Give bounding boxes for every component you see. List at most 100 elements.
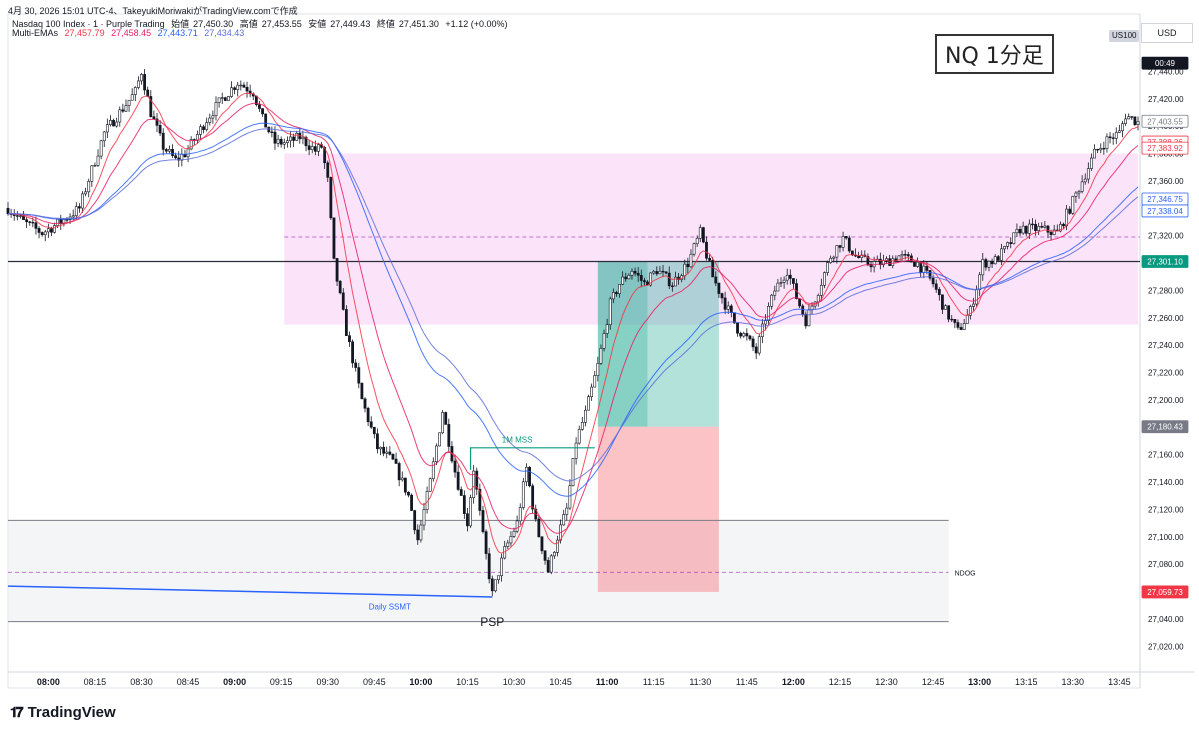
price-label-fill-green: 27,301.10 <box>1141 255 1189 268</box>
candle-body <box>649 272 653 286</box>
candle-body <box>43 231 47 236</box>
candle-body <box>698 227 702 239</box>
candle-body <box>1065 208 1068 227</box>
time-tick-label: 09:30 <box>316 677 339 687</box>
candle-body <box>469 497 472 527</box>
candle-body <box>112 119 115 127</box>
price-tick-label: 27,040.00 <box>1148 615 1184 624</box>
candle-body <box>78 206 81 209</box>
candle-body <box>1006 242 1010 247</box>
candle-body <box>518 507 522 522</box>
candle-body <box>745 333 749 337</box>
candle-body <box>869 263 873 268</box>
close-label: 終値 <box>376 19 395 29</box>
candle-body <box>950 318 954 321</box>
price-tick-label: 27,440.00 <box>1148 67 1184 76</box>
candle-body <box>183 154 187 158</box>
candle-body <box>382 446 386 454</box>
candle-body <box>729 305 733 313</box>
candle-body <box>233 87 237 90</box>
candle-body <box>587 396 590 411</box>
price-tick-label: 27,320.00 <box>1148 232 1184 241</box>
candle-body <box>1021 225 1025 234</box>
candle-body <box>540 536 544 552</box>
candle-body <box>1093 148 1096 159</box>
candle-body <box>674 276 677 287</box>
candle-body <box>261 108 264 115</box>
price-axis: 27,440.0027,420.0027,400.0027,380.0027,3… <box>1148 67 1184 651</box>
candle-body <box>618 283 621 295</box>
candle-body <box>928 270 932 279</box>
candle-body <box>941 294 944 310</box>
candle-body <box>329 177 333 219</box>
annotation-psp: PSP <box>480 615 504 629</box>
currency-selector[interactable]: USD <box>1141 23 1193 43</box>
candle-body <box>456 471 460 490</box>
candle-body <box>1105 136 1109 149</box>
candle-body <box>65 219 69 221</box>
candle-body <box>947 305 951 320</box>
candle-body <box>109 119 112 125</box>
candle-body <box>826 262 829 273</box>
candle-body <box>705 241 708 259</box>
candle-body <box>37 228 41 233</box>
candle-body <box>1003 246 1006 250</box>
candle-body <box>739 332 743 337</box>
candle-body <box>1049 231 1053 235</box>
candle-body <box>484 531 488 554</box>
price-label-box <box>1141 585 1189 599</box>
tradingview-brand[interactable]: 𝟏𝟕 TradingView <box>10 704 116 721</box>
candle-body <box>639 275 643 281</box>
candle-body <box>223 97 227 101</box>
time-tick-label: 11:45 <box>736 677 758 687</box>
candle-body <box>984 259 988 268</box>
candle-body <box>105 124 109 133</box>
time-tick-label: 12:45 <box>922 677 945 687</box>
time-tick-label: 08:30 <box>130 677 153 687</box>
candle-body <box>416 529 420 541</box>
candle-body <box>490 578 494 592</box>
indicator-name[interactable]: Multi-EMAs <box>12 28 59 38</box>
candle-body <box>779 282 783 284</box>
candle-body <box>428 478 432 492</box>
candle-body <box>397 463 401 481</box>
candle-body <box>15 215 19 217</box>
price-tick-label: 27,360.00 <box>1148 177 1184 186</box>
time-tick-label: 10:30 <box>503 677 526 687</box>
candle-body <box>444 412 448 425</box>
open-value: 27,450.30 <box>193 19 234 29</box>
candle-body <box>279 138 283 145</box>
candle-body <box>472 470 476 499</box>
price-tick-label: 27,120.00 <box>1148 505 1184 514</box>
candle-body <box>937 289 941 296</box>
annotation-ndog: NDOG <box>955 570 976 577</box>
candle-body <box>413 510 417 531</box>
candle-body <box>379 446 382 450</box>
candle-body <box>537 518 541 538</box>
price-label-outline-blue: 27,346.75 <box>1141 192 1189 206</box>
price-label-text: 27,301.10 <box>1147 258 1183 267</box>
candle-body <box>289 136 292 142</box>
instrument-name[interactable]: Nasdaq 100 Index · 1 · Purple Trading <box>12 19 165 29</box>
low-value: 27,449.43 <box>330 19 371 29</box>
candle-body <box>757 336 761 354</box>
candle-body <box>258 104 261 109</box>
time-tick-label: 08:15 <box>84 677 107 687</box>
candle-body <box>515 520 519 532</box>
candle-body <box>376 433 379 450</box>
price-tick-label: 27,200.00 <box>1148 396 1184 405</box>
candle-body <box>500 557 503 577</box>
candle-body <box>1127 116 1131 120</box>
candle-body <box>1133 116 1137 125</box>
candle-body <box>53 225 56 233</box>
candle-body <box>667 272 671 287</box>
candle-body <box>1040 226 1044 228</box>
price-label-text: 27,180.43 <box>1147 423 1183 432</box>
candle-body <box>661 270 665 273</box>
candle-body <box>506 542 510 547</box>
candle-body <box>307 145 311 150</box>
candle-body <box>760 323 764 338</box>
candle-body <box>34 222 38 229</box>
candle-body <box>996 256 1000 261</box>
